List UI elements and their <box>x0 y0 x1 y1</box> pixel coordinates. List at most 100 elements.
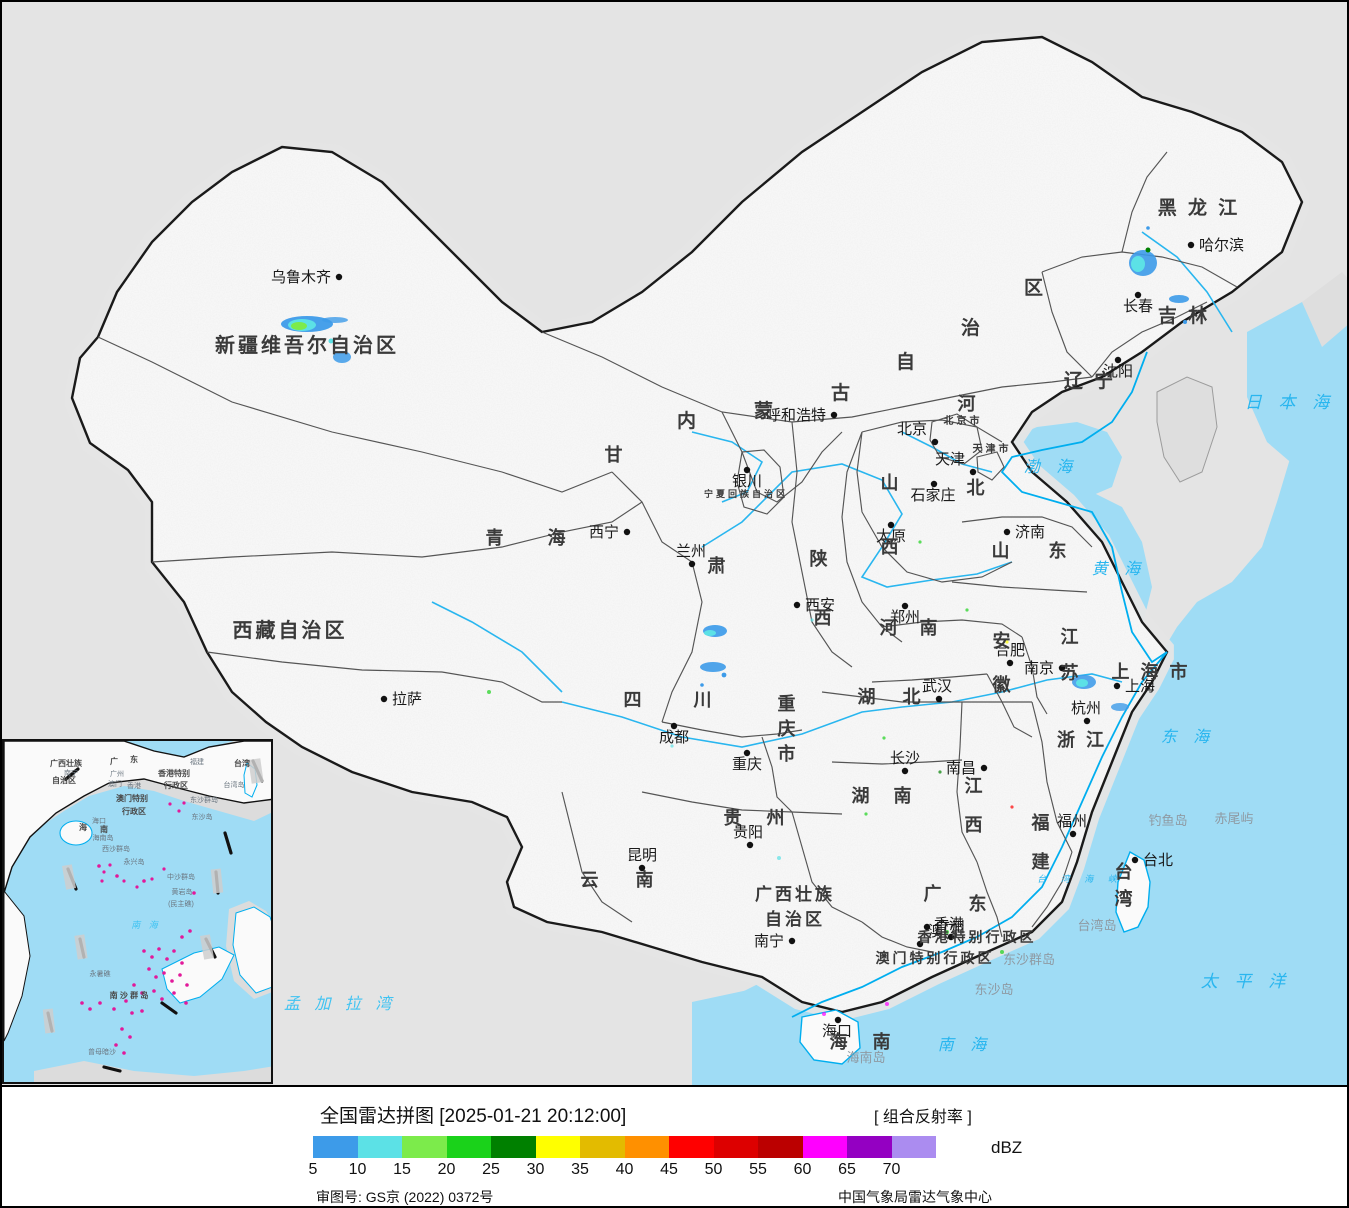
dbz-swatch-25[interactable] <box>491 1136 536 1158</box>
province-label: 建 <box>1032 851 1053 872</box>
city-marker[interactable]: 成都 <box>659 722 689 746</box>
province-label: 自 <box>896 350 918 373</box>
map-canvas[interactable]: 乌鲁木齐拉萨 西宁兰州 银川 呼和浩特北京天津石家庄 太原 沈阳 长春 哈尔滨济南郑州 西安成都… <box>2 2 1349 1085</box>
province-label: 湖 <box>858 687 879 707</box>
south-china-sea-inset[interactable]: 广西壮族 自治区 南宁广东广州 香港 澳门 香港特别 行政区 澳门特别 行政区 福建 台湾 台湾岛 东沙… <box>2 739 273 1084</box>
dbz-tick-45: 45 <box>660 1161 678 1178</box>
city-label: 海口 <box>822 1023 852 1040</box>
province-label: 广 <box>924 883 945 904</box>
province-label: 海 <box>548 527 569 548</box>
city-marker[interactable]: 西宁 <box>589 524 631 541</box>
province-label: 甘 <box>605 445 626 465</box>
province-label: 苏 <box>1061 662 1082 683</box>
province-label: 肃 <box>708 555 729 576</box>
province-label: 东 <box>969 893 990 914</box>
city-marker[interactable]: 太原 <box>876 521 906 545</box>
dbz-swatch-35[interactable] <box>580 1136 625 1158</box>
city-dot <box>1134 291 1142 299</box>
province-label: 辽 宁 <box>1064 369 1116 392</box>
province-label: 川 <box>693 690 715 710</box>
city-label: 合肥 <box>995 642 1025 659</box>
city-label: 西宁 <box>589 524 619 541</box>
province-label: 湖 <box>852 786 873 806</box>
city-marker[interactable]: 兰州 <box>676 543 706 568</box>
city-marker[interactable]: 长沙 <box>890 750 920 775</box>
dbz-swatch-40[interactable] <box>624 1136 669 1158</box>
city-dot <box>834 1016 842 1024</box>
inset-label: 中沙群岛 <box>167 872 195 881</box>
city-marker[interactable]: 济南 <box>1003 524 1045 541</box>
city-marker[interactable]: 呼和浩特 <box>766 407 838 424</box>
city-marker[interactable]: 天津 <box>935 451 977 476</box>
city-marker[interactable]: 合肥 <box>995 642 1025 667</box>
province-label: 内 <box>677 409 699 432</box>
province-label: 蒙 <box>754 400 776 422</box>
city-marker[interactable]: 广州 <box>923 919 965 936</box>
sea-label: 黄 海 <box>1092 560 1146 578</box>
issuing-agency: 中国气象局雷达气象中心 <box>838 1189 992 1205</box>
dbz-swatch-20[interactable] <box>446 1136 491 1158</box>
bay-of-bengal-label: 孟 加 拉 湾 <box>284 996 397 1013</box>
city-dot <box>969 468 977 476</box>
dbz-swatch-65[interactable] <box>847 1136 892 1158</box>
city-dot <box>335 273 343 281</box>
city-marker[interactable]: 郑州 <box>890 602 920 626</box>
dbz-swatch-55[interactable] <box>758 1136 803 1158</box>
city-marker[interactable]: 长春 <box>1123 291 1153 315</box>
city-marker[interactable]: 台北 <box>1131 852 1173 869</box>
province-label: 河 <box>880 618 901 638</box>
dbz-swatch-50[interactable] <box>713 1136 758 1158</box>
city-marker[interactable]: 南昌 <box>946 760 988 777</box>
city-marker[interactable]: 西安 <box>793 597 835 614</box>
product-type-label: [ 组合反射率 ] <box>874 1109 972 1126</box>
city-marker[interactable]: 南京 <box>1024 660 1066 677</box>
inset-label: 香港 <box>127 781 141 790</box>
city-marker[interactable]: 沈阳 <box>1103 356 1133 380</box>
province-label: 安 <box>993 630 1014 651</box>
city-marker[interactable]: 贵阳 <box>733 824 763 849</box>
city-label: 天津 <box>935 451 965 468</box>
island-label: 赤尾屿 <box>1214 811 1253 826</box>
city-marker[interactable]: 哈尔滨 <box>1187 237 1244 254</box>
city-marker[interactable]: 银川 <box>732 466 762 490</box>
city-marker[interactable]: 上海 <box>1113 678 1155 695</box>
inset-label: 西沙群岛 <box>102 844 130 853</box>
city-marker[interactable]: 昆明 <box>627 847 657 872</box>
city-marker[interactable]: 石家庄 <box>910 480 956 504</box>
dbz-swatch-5[interactable] <box>313 1136 358 1158</box>
city-dot <box>623 528 631 536</box>
city-marker[interactable]: 杭州 <box>1071 700 1101 725</box>
city-marker[interactable]: 北京 <box>897 421 939 446</box>
province-label: 香港特别行政区 <box>917 929 1037 945</box>
city-marker[interactable]: 拉萨 <box>380 691 422 708</box>
city-marker[interactable]: 海口 <box>822 1016 852 1040</box>
sea-label: 台 湾 海 峡 <box>1037 874 1123 884</box>
city-dot <box>935 695 943 703</box>
city-dot <box>670 722 678 730</box>
dbz-swatch-15[interactable] <box>402 1136 447 1158</box>
province-label: 青 <box>486 528 507 548</box>
dbz-color-bar[interactable] <box>313 1136 936 1158</box>
city-label: 呼和浩特 <box>766 407 826 424</box>
city-marker[interactable]: 福州 <box>1057 813 1087 838</box>
city-marker[interactable]: 重庆 <box>732 749 762 773</box>
dbz-swatch-60[interactable] <box>802 1136 847 1158</box>
city-marker[interactable]: 香港 <box>934 916 964 941</box>
inset-label: 南宁 <box>64 768 78 777</box>
city-marker[interactable]: 武汉 <box>922 678 952 703</box>
inset-label: 南 沙 群 岛 <box>110 990 149 1000</box>
dbz-swatch-30[interactable] <box>535 1136 580 1158</box>
city-marker[interactable]: 南宁 <box>754 933 796 950</box>
dbz-swatch-70[interactable] <box>891 1136 936 1158</box>
city-dot <box>688 560 696 568</box>
dbz-swatch-45[interactable] <box>669 1136 714 1158</box>
dbz-swatch-10[interactable] <box>357 1136 402 1158</box>
city-marker[interactable]: 澳门 <box>916 923 958 948</box>
province-label: 西藏自治区 <box>233 618 348 642</box>
province-label: 上 海 市 <box>1111 661 1190 682</box>
province-label: 台 <box>1115 861 1136 882</box>
city-marker[interactable]: 乌鲁木齐 <box>271 269 343 286</box>
dbz-tick-10: 10 <box>348 1161 367 1178</box>
province-label: 广西壮族 <box>755 884 835 904</box>
